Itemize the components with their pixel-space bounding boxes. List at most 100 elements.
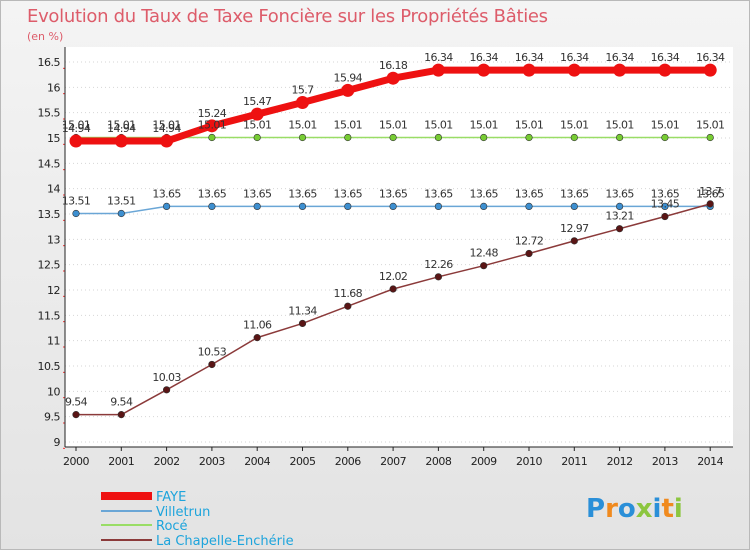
data-label: 15.01 xyxy=(107,118,136,131)
x-tick-label: 2006 xyxy=(335,455,361,468)
data-label: 15.01 xyxy=(243,118,272,131)
data-point xyxy=(344,133,352,142)
data-label: 13.65 xyxy=(651,187,680,200)
data-label: 13.65 xyxy=(288,187,317,200)
data-label: 15.01 xyxy=(651,118,680,131)
data-point xyxy=(253,133,261,142)
data-point xyxy=(525,133,533,142)
data-label: 13.65 xyxy=(560,187,589,200)
data-point xyxy=(658,63,672,77)
data-label: 15.01 xyxy=(198,118,227,131)
data-label: 13.21 xyxy=(605,210,634,223)
data-point xyxy=(208,133,216,142)
data-point xyxy=(480,262,488,270)
data-label: 16.34 xyxy=(424,51,453,64)
data-label: 11.34 xyxy=(288,304,317,317)
chart-title: Evolution du Taux de Taxe Foncière sur l… xyxy=(27,6,548,27)
data-label: 16.18 xyxy=(379,59,408,72)
data-label: 16.34 xyxy=(696,51,725,64)
data-label: 13.65 xyxy=(334,187,363,200)
data-point xyxy=(250,107,264,121)
data-point xyxy=(434,202,443,210)
data-point xyxy=(344,302,352,310)
data-point xyxy=(434,273,443,281)
data-point xyxy=(386,71,400,85)
y-tick-label: 16.5 xyxy=(38,56,61,69)
data-point xyxy=(525,202,533,210)
legend-label: Villetrun xyxy=(156,505,210,520)
data-point xyxy=(567,63,581,77)
data-point xyxy=(661,202,669,210)
data-label: 13.65 xyxy=(469,187,498,200)
proxiti-logo: Proxiti xyxy=(586,494,683,524)
x-tick-label: 2004 xyxy=(244,455,270,468)
data-point xyxy=(253,334,261,342)
legend-label: La Chapelle-Enchérie xyxy=(156,534,294,549)
data-point xyxy=(431,63,445,77)
data-point xyxy=(661,212,669,221)
data-label: 16.34 xyxy=(651,51,680,64)
y-tick-label: 11 xyxy=(47,335,60,348)
data-label: 13.45 xyxy=(651,198,680,211)
plot-area xyxy=(65,47,733,447)
y-tick-label: 9 xyxy=(54,436,61,449)
legend-label: Rocé xyxy=(156,519,188,534)
x-tick-label: 2014 xyxy=(697,455,723,468)
data-label: 9.54 xyxy=(65,396,88,409)
data-point xyxy=(205,119,219,133)
x-tick-label: 2012 xyxy=(607,455,633,468)
data-point xyxy=(117,411,125,419)
data-point xyxy=(434,133,443,142)
data-label: 11.06 xyxy=(243,319,272,332)
data-label: 15.7 xyxy=(291,84,314,97)
data-point xyxy=(253,202,261,210)
x-tick-label: 2003 xyxy=(199,455,225,468)
data-label: 15.94 xyxy=(334,71,363,84)
data-point xyxy=(208,202,216,210)
data-label: 16.34 xyxy=(605,51,634,64)
data-label: 15.01 xyxy=(515,118,544,131)
data-label: 13.65 xyxy=(379,187,408,200)
y-axis-unit: (en %) xyxy=(27,30,64,43)
data-label: 16.34 xyxy=(515,51,544,64)
data-point xyxy=(117,209,125,218)
y-tick-label: 9.5 xyxy=(44,411,60,424)
data-label: 15.47 xyxy=(243,95,272,108)
data-label: 15.01 xyxy=(379,118,408,131)
data-label: 15.01 xyxy=(605,118,634,131)
y-tick-label: 13 xyxy=(47,233,60,246)
y-tick-label: 14.5 xyxy=(38,157,61,170)
data-point xyxy=(570,202,578,210)
data-point xyxy=(389,133,397,142)
legend-label: FAYE xyxy=(156,490,186,505)
x-tick-label: 2013 xyxy=(652,455,678,468)
data-label: 15.01 xyxy=(288,118,317,131)
y-tick-label: 14 xyxy=(47,183,60,196)
data-point xyxy=(615,225,624,233)
data-label: 15.01 xyxy=(696,118,725,131)
x-tick-label: 2002 xyxy=(154,455,180,468)
data-point xyxy=(298,133,307,142)
data-point xyxy=(296,96,309,110)
data-point xyxy=(613,63,627,77)
data-label: 12.48 xyxy=(469,247,498,260)
data-point xyxy=(344,202,352,210)
x-tick-label: 2011 xyxy=(561,455,587,468)
data-label: 13.65 xyxy=(605,187,634,200)
data-label: 14.94 xyxy=(107,122,136,135)
data-point xyxy=(480,133,488,142)
data-label: 10.03 xyxy=(152,371,181,384)
y-tick-label: 12 xyxy=(47,284,60,297)
data-point xyxy=(615,202,624,210)
data-label: 13.65 xyxy=(696,187,725,200)
x-tick-label: 2000 xyxy=(63,455,89,468)
x-tick-label: 2010 xyxy=(516,455,542,468)
data-label: 9.54 xyxy=(110,396,133,409)
data-point xyxy=(706,133,714,142)
data-label: 13.65 xyxy=(152,187,181,200)
data-label: 14.94 xyxy=(62,122,91,135)
data-label: 15.01 xyxy=(152,118,181,131)
data-label: 15.01 xyxy=(560,118,589,131)
data-point xyxy=(480,202,488,210)
